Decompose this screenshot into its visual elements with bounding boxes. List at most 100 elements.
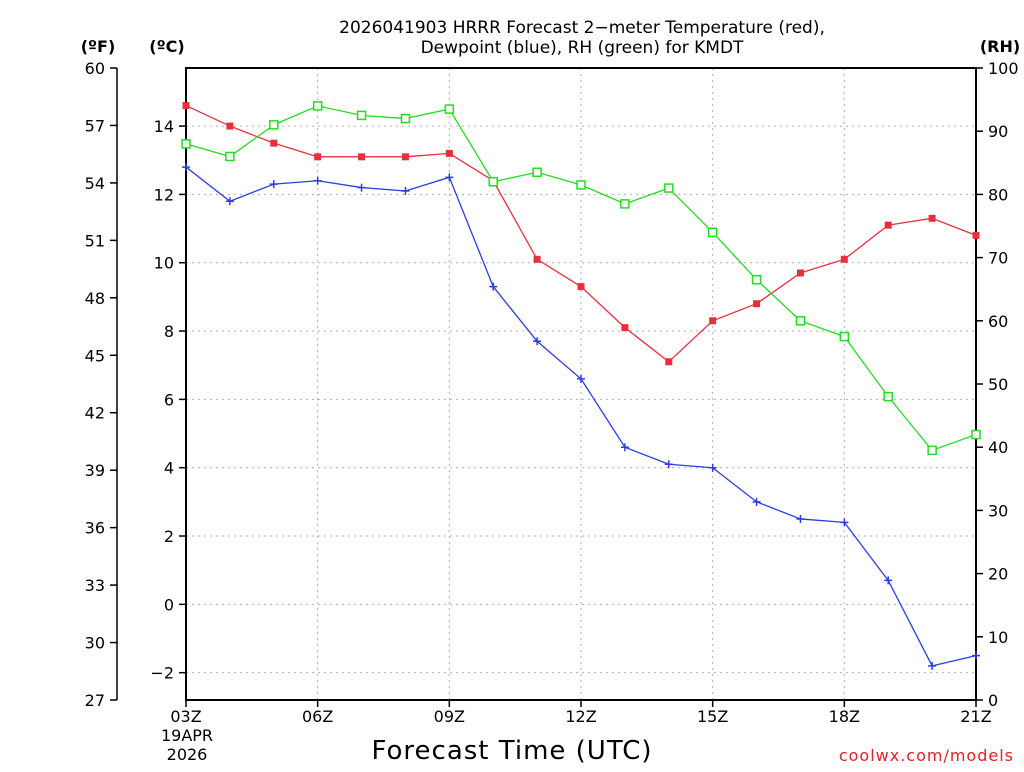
dewpoint-point-11 xyxy=(533,337,542,346)
fahrenheit-tick-label-27: 27 xyxy=(85,691,105,710)
celsius-tick-label-8: 8 xyxy=(164,322,174,341)
dewpoint-point-12 xyxy=(577,374,585,383)
celsius-tick-label-0: 0 xyxy=(164,595,174,614)
fahrenheit-tick-label-60: 60 xyxy=(85,59,105,78)
dewpoint-point-9 xyxy=(445,173,454,182)
2-meter-temperature-point-7 xyxy=(358,153,366,161)
2-meter-temperature-point-3 xyxy=(182,102,190,110)
chart-title-line-1: 2026041903 HRRR Forecast 2−meter Tempera… xyxy=(339,18,825,38)
fahrenheit-tick-label-39: 39 xyxy=(85,461,105,480)
dewpoint-point-14 xyxy=(664,460,673,469)
rh-point-5 xyxy=(269,120,279,130)
dewpoint-point-13 xyxy=(620,443,629,452)
rh-tick-label-0: 0 xyxy=(988,691,998,710)
fahrenheit-tick-label-57: 57 xyxy=(85,116,105,135)
dewpoint-point-19 xyxy=(884,576,893,585)
fahrenheit-tick-label-45: 45 xyxy=(85,346,105,365)
2-meter-temperature-line xyxy=(185,104,977,363)
rh-point-14 xyxy=(664,183,674,193)
rh-tick-label-50: 50 xyxy=(988,375,1008,394)
x-date-label-day: 19APR xyxy=(161,726,213,745)
2-meter-temperature-point-13 xyxy=(621,324,629,332)
rh-tick-label-30: 30 xyxy=(988,501,1008,520)
rh-point-19 xyxy=(883,391,893,402)
dewpoint-point-15 xyxy=(708,463,717,472)
celsius-tick-label-10: 10 xyxy=(154,254,174,273)
fahrenheit-tick-label-48: 48 xyxy=(85,289,105,308)
rh-point-7 xyxy=(356,110,367,121)
rh-point-16 xyxy=(751,274,762,285)
rh-tick-label-90: 90 xyxy=(988,122,1008,141)
celsius-tick-label-2: 2 xyxy=(164,527,174,546)
fahrenheit-tick-label-33: 33 xyxy=(85,576,105,595)
x-tick-label-06Z: 06Z xyxy=(302,707,333,726)
rh-point-10 xyxy=(488,177,498,187)
fahrenheit-tick-label-51: 51 xyxy=(85,231,105,250)
rh-point-21 xyxy=(971,429,981,440)
rh-tick-label-80: 80 xyxy=(988,185,1008,204)
rh-point-3 xyxy=(181,139,191,149)
celsius-tick-label-14: 14 xyxy=(154,117,174,136)
series xyxy=(181,101,981,670)
celsius-tick-label-6: 6 xyxy=(164,390,174,409)
x-date-label-year: 2026 xyxy=(167,745,208,764)
2-meter-temperature-point-8 xyxy=(401,153,409,161)
dewpoint-point-17 xyxy=(796,514,805,523)
plot-frame xyxy=(185,67,977,701)
dewpoint-point-18 xyxy=(840,518,849,527)
2-meter-temperature-point-5 xyxy=(270,139,278,147)
axes: 27 30 33 36 39 42 45 48 51 54 57 60 −2 0 2 4 6 8 10 12 14 0 10… xyxy=(85,59,1019,726)
2-meter-temperature-point-19 xyxy=(884,221,892,229)
fahrenheit-tick-label-30: 30 xyxy=(85,634,105,653)
celsius-tick-label-12: 12 xyxy=(154,185,174,204)
rh-tick-label-10: 10 xyxy=(988,628,1008,647)
dewpoint-point-10 xyxy=(489,282,498,291)
rh-point-15 xyxy=(707,227,718,238)
2-meter-temperature-point-4 xyxy=(226,122,234,130)
fahrenheit-tick-label-42: 42 xyxy=(85,404,105,423)
credit-text: coolwx.com/models xyxy=(839,746,1014,765)
dewpoint-point-4 xyxy=(225,197,234,206)
x-tick-label-15Z: 15Z xyxy=(697,707,728,726)
fahrenheit-tick-label-54: 54 xyxy=(85,174,105,193)
2-meter-temperature-point-9 xyxy=(445,149,453,157)
rh-tick-label-100: 100 xyxy=(988,59,1019,78)
dewpoint-point-3 xyxy=(182,163,190,172)
x-tick-label-03Z: 03Z xyxy=(170,707,201,726)
rh-unit-label: (RH) xyxy=(980,37,1020,56)
2-meter-temperature-point-17 xyxy=(796,269,804,277)
dewpoint-point-7 xyxy=(357,183,366,192)
x-tick-label-09Z: 09Z xyxy=(434,707,465,726)
x-tick-label-21Z: 21Z xyxy=(960,707,991,726)
rh-tick-label-70: 70 xyxy=(988,249,1008,268)
2-meter-temperature-point-15 xyxy=(709,317,717,325)
x-axis-label: Forecast Time (UTC) xyxy=(371,736,652,766)
rh-point-9 xyxy=(444,104,455,114)
dewpoint-point-20 xyxy=(928,661,937,670)
celsius-unit-label: (ºC) xyxy=(149,37,184,56)
chart-title-line-2: Dewpoint (blue), RH (green) for KMDT xyxy=(421,38,744,58)
rh-point-6 xyxy=(312,101,323,111)
celsius-tick-label--2: −2 xyxy=(150,664,174,683)
2-meter-temperature-point-20 xyxy=(928,214,936,222)
fahrenheit-unit-label: (ºF) xyxy=(81,37,116,56)
2-meter-temperature-point-18 xyxy=(840,255,848,263)
rh-point-11 xyxy=(532,167,542,178)
rh-point-12 xyxy=(576,180,586,190)
labels: 2026041903 HRRR Forecast 2−meter Tempera… xyxy=(81,18,1020,766)
rh-tick-label-40: 40 xyxy=(988,438,1008,457)
grid xyxy=(186,68,976,700)
dewpoint-point-8 xyxy=(401,186,410,195)
fahrenheit-tick-label-36: 36 xyxy=(85,519,105,538)
rh-point-18 xyxy=(839,331,850,342)
rh-tick-label-20: 20 xyxy=(988,565,1008,584)
rh-point-20 xyxy=(927,445,937,456)
celsius-tick-label-4: 4 xyxy=(164,459,174,478)
dewpoint-point-5 xyxy=(269,180,278,189)
rh-tick-label-60: 60 xyxy=(988,312,1008,331)
2-meter-temperature-point-6 xyxy=(314,153,322,161)
x-tick-label-12Z: 12Z xyxy=(565,707,596,726)
2-meter-temperature-point-11 xyxy=(533,255,541,263)
